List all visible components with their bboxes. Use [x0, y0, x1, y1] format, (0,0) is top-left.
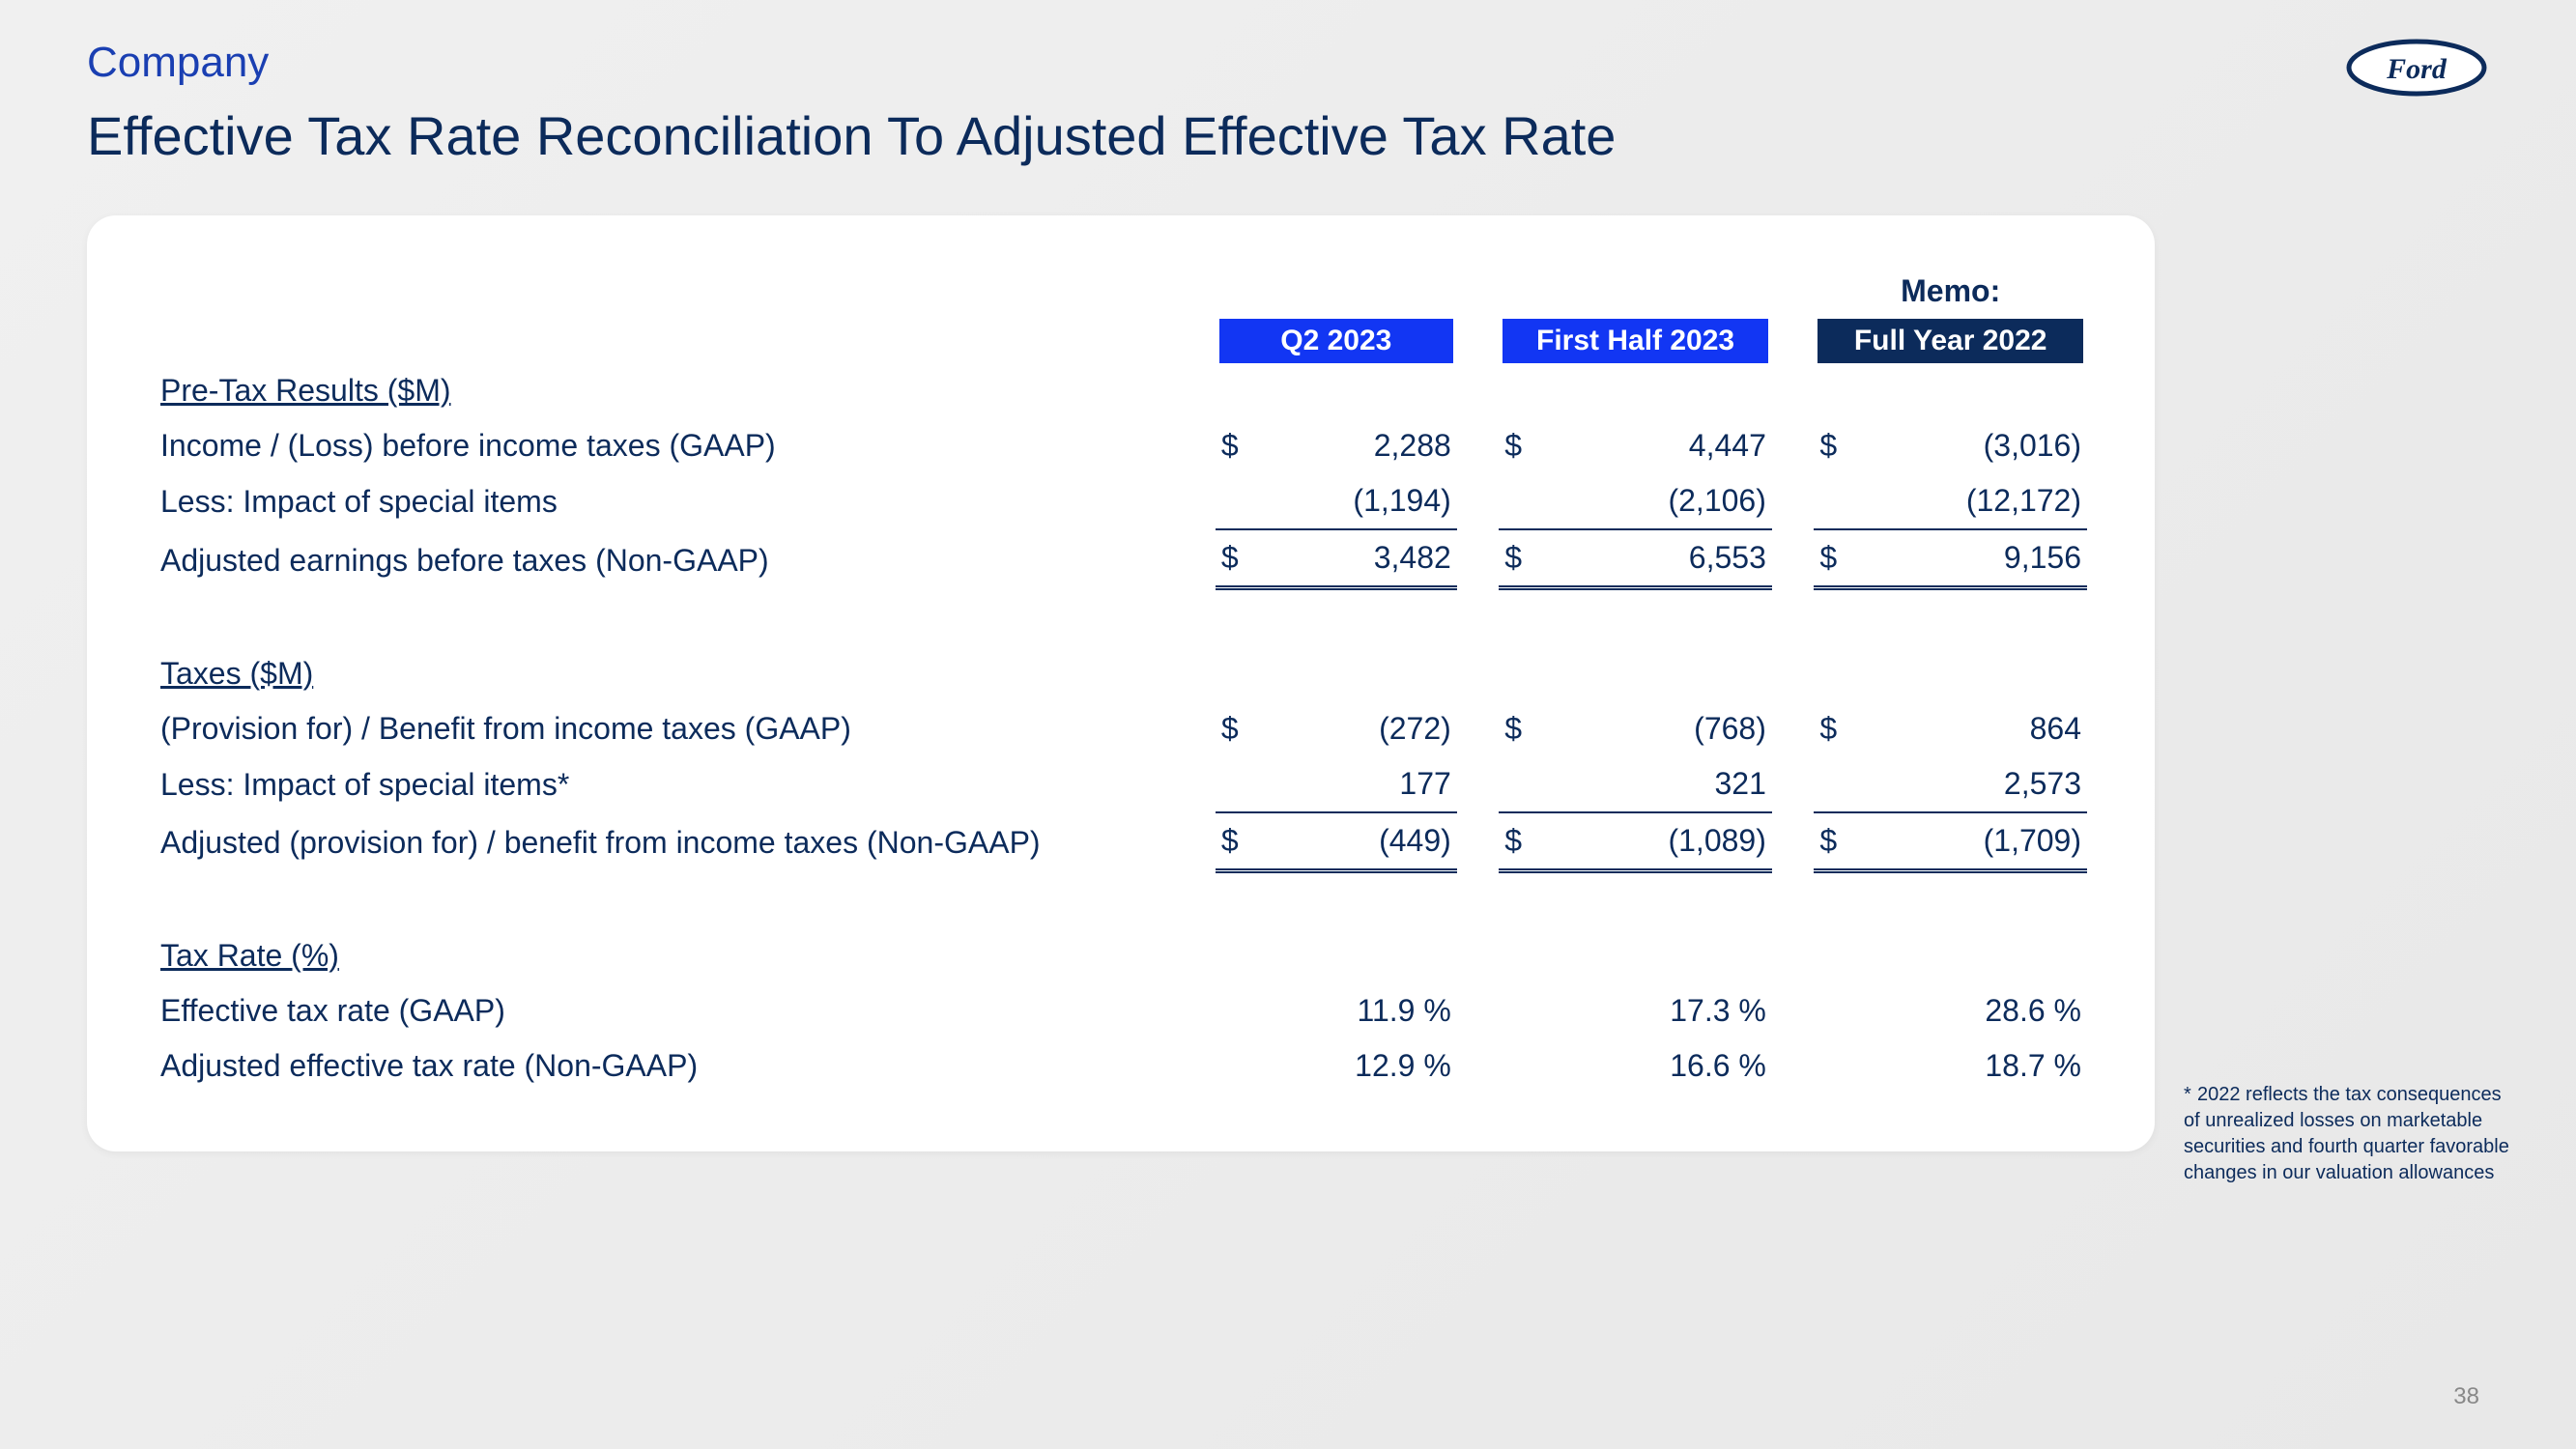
row-label: Adjusted (provision for) / benefit from … [155, 812, 1216, 871]
currency-symbol [1216, 473, 1247, 529]
memo-label: Memo: [1814, 264, 2087, 319]
footnote: *2022 reflects the tax consequences of u… [2184, 1082, 2512, 1186]
table-value: (12,172) [1846, 473, 2087, 529]
currency-symbol: $ [1216, 529, 1247, 588]
table-value: 12.9 % [1246, 1038, 1456, 1094]
ford-logo: Ford [2344, 39, 2489, 101]
table-value: (449) [1246, 812, 1456, 871]
currency-symbol [1216, 756, 1247, 812]
slide: Ford Company Effective Tax Rate Reconcil… [0, 0, 2576, 1449]
table-value: 18.7 % [1846, 1038, 2087, 1094]
table-value: 4,447 [1531, 418, 1772, 473]
table-value: 2,288 [1246, 418, 1456, 473]
section-header: Tax Rate (%) [155, 870, 1216, 983]
section-header: Taxes ($M) [155, 588, 1216, 701]
row-label: Less: Impact of special items* [155, 756, 1216, 812]
column-header: First Half 2023 [1503, 319, 1768, 363]
currency-symbol [1814, 756, 1846, 812]
currency-symbol [1814, 1038, 1846, 1094]
currency-symbol: $ [1216, 418, 1247, 473]
column-header: Q2 2023 [1219, 319, 1453, 363]
table-value: 11.9 % [1246, 983, 1456, 1038]
table-value: 28.6 % [1846, 983, 2087, 1038]
currency-symbol [1499, 756, 1531, 812]
currency-symbol [1499, 473, 1531, 529]
currency-symbol: $ [1499, 701, 1531, 756]
currency-symbol: $ [1216, 812, 1247, 871]
page-number: 38 [2453, 1383, 2479, 1410]
currency-symbol [1216, 983, 1247, 1038]
currency-symbol [1814, 983, 1846, 1038]
currency-symbol [1216, 1038, 1247, 1094]
svg-text:Ford: Ford [2386, 53, 2447, 85]
table-value: (272) [1246, 701, 1456, 756]
currency-symbol: $ [1814, 701, 1846, 756]
reconciliation-table: Memo: Q2 2023 First Half 2023 Full Year 202… [155, 264, 2087, 1094]
row-label: Adjusted earnings before taxes (Non-GAAP… [155, 529, 1216, 588]
table-value: 3,482 [1246, 529, 1456, 588]
table-value: (1,089) [1531, 812, 1772, 871]
row-label: Less: Impact of special items [155, 473, 1216, 529]
table-value: (2,106) [1531, 473, 1772, 529]
table-value: (3,016) [1846, 418, 2087, 473]
table-value: 2,573 [1846, 756, 2087, 812]
currency-symbol: $ [1814, 418, 1846, 473]
table-value: (1,194) [1246, 473, 1456, 529]
row-label: (Provision for) / Benefit from income ta… [155, 701, 1216, 756]
row-label: Effective tax rate (GAAP) [155, 983, 1216, 1038]
currency-symbol [1499, 1038, 1531, 1094]
table-value: 6,553 [1531, 529, 1772, 588]
currency-symbol: $ [1814, 529, 1846, 588]
currency-symbol: $ [1814, 812, 1846, 871]
currency-symbol: $ [1499, 529, 1531, 588]
table-value: (1,709) [1846, 812, 2087, 871]
table-value: 321 [1531, 756, 1772, 812]
currency-symbol: $ [1216, 701, 1247, 756]
table-value: (768) [1531, 701, 1772, 756]
page-title: Effective Tax Rate Reconciliation To Adj… [87, 104, 2489, 167]
row-label: Income / (Loss) before income taxes (GAA… [155, 418, 1216, 473]
row-label: Adjusted effective tax rate (Non-GAAP) [155, 1038, 1216, 1094]
table-value: 17.3 % [1531, 983, 1772, 1038]
currency-symbol: $ [1499, 812, 1531, 871]
table-value: 864 [1846, 701, 2087, 756]
content-card: Memo: Q2 2023 First Half 2023 Full Year 202… [87, 215, 2155, 1151]
table-value: 177 [1246, 756, 1456, 812]
table-value: 9,156 [1846, 529, 2087, 588]
column-header: Full Year 2022 [1818, 319, 2083, 363]
currency-symbol [1499, 983, 1531, 1038]
table-value: 16.6 % [1531, 1038, 1772, 1094]
section-header: Pre-Tax Results ($M) [155, 363, 1216, 418]
eyebrow-label: Company [87, 39, 2489, 87]
currency-symbol: $ [1499, 418, 1531, 473]
currency-symbol [1814, 473, 1846, 529]
